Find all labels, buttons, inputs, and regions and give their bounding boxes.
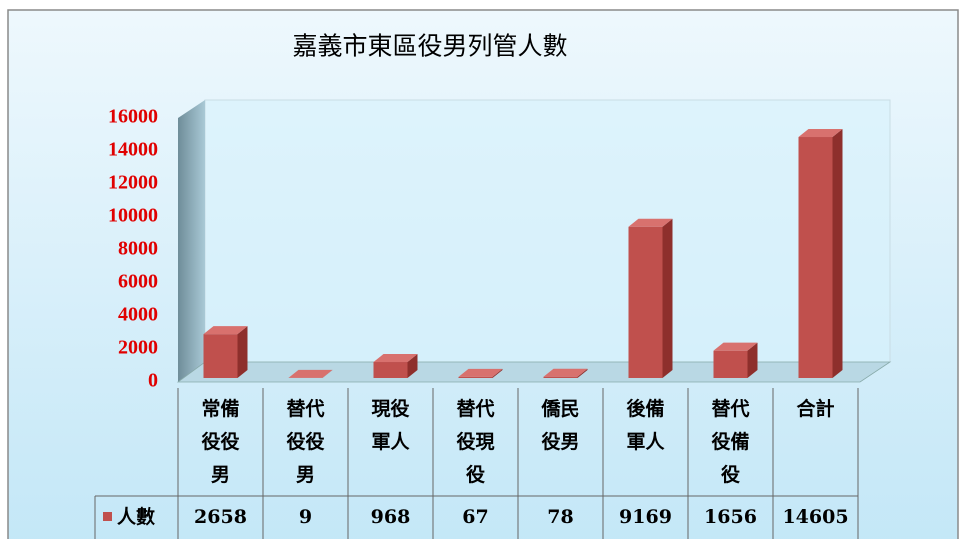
bar-front: [203, 334, 238, 378]
bar-top: [458, 368, 503, 377]
legend-label: 人數: [117, 506, 155, 528]
bar-front: [628, 226, 663, 378]
y-tick-label: 4000: [118, 304, 158, 326]
bar-side: [322, 369, 333, 378]
bar-side: [237, 326, 248, 378]
bar-side: [492, 368, 503, 378]
bar: [628, 218, 673, 378]
bar: [373, 354, 418, 378]
y-tick-label: 6000: [118, 271, 158, 293]
back-wall: [204, 99, 891, 363]
bar-top: [798, 129, 843, 138]
bar: [543, 368, 588, 378]
bar-top: [373, 354, 418, 363]
table-value: 9: [299, 506, 312, 528]
y-tick-label: 2000: [118, 337, 158, 359]
bar-top: [713, 342, 758, 351]
bar-side: [747, 342, 758, 378]
bar-side: [662, 218, 673, 378]
x-tick-label: 替代役備役: [711, 397, 749, 486]
bar: [798, 129, 843, 378]
table-value: 2658: [194, 506, 247, 528]
bar: [713, 342, 758, 378]
bar-side: [577, 368, 588, 378]
bar-top: [628, 218, 673, 227]
x-tick-label: 後備軍人: [626, 397, 665, 453]
bar-top: [203, 326, 248, 335]
chart-title: 嘉義市東區役男列管人數: [292, 32, 567, 61]
legend-swatch: [103, 512, 112, 521]
y-tick-label: 0: [148, 370, 158, 392]
x-tick-label: 合計: [796, 397, 834, 420]
y-tick-label: 8000: [118, 238, 158, 260]
table-value: 67: [462, 506, 488, 528]
table-value: 968: [371, 506, 411, 528]
y-tick-label: 10000: [108, 205, 158, 227]
table-value: 78: [547, 506, 573, 528]
bar-front: [373, 362, 408, 378]
bar-top: [543, 368, 588, 377]
bar-top: [288, 369, 333, 378]
y-tick-label: 12000: [108, 172, 158, 194]
floor: [176, 361, 892, 383]
bar: [288, 369, 333, 378]
bar: [203, 326, 248, 378]
bar-side: [832, 129, 843, 378]
bar-front: [713, 350, 748, 378]
x-tick-label: 替代役役男: [286, 397, 324, 486]
side-wall: [178, 100, 205, 382]
bar: [458, 368, 503, 378]
bar-front: [798, 137, 833, 378]
x-tick-label: 替代役現役: [456, 397, 494, 486]
bar-side: [407, 354, 418, 378]
table-value: 9169: [619, 506, 672, 528]
x-tick-label: 僑民役男: [540, 397, 579, 453]
y-tick-label: 16000: [108, 106, 158, 128]
x-tick-label: 現役軍人: [371, 397, 410, 453]
bar-front: [543, 376, 578, 378]
table-value: 14605: [782, 506, 848, 528]
y-tick-label: 14000: [108, 139, 158, 161]
bar-front: [458, 376, 493, 378]
x-tick-label: 常備役役男: [201, 397, 239, 486]
table-value: 1656: [704, 506, 757, 528]
